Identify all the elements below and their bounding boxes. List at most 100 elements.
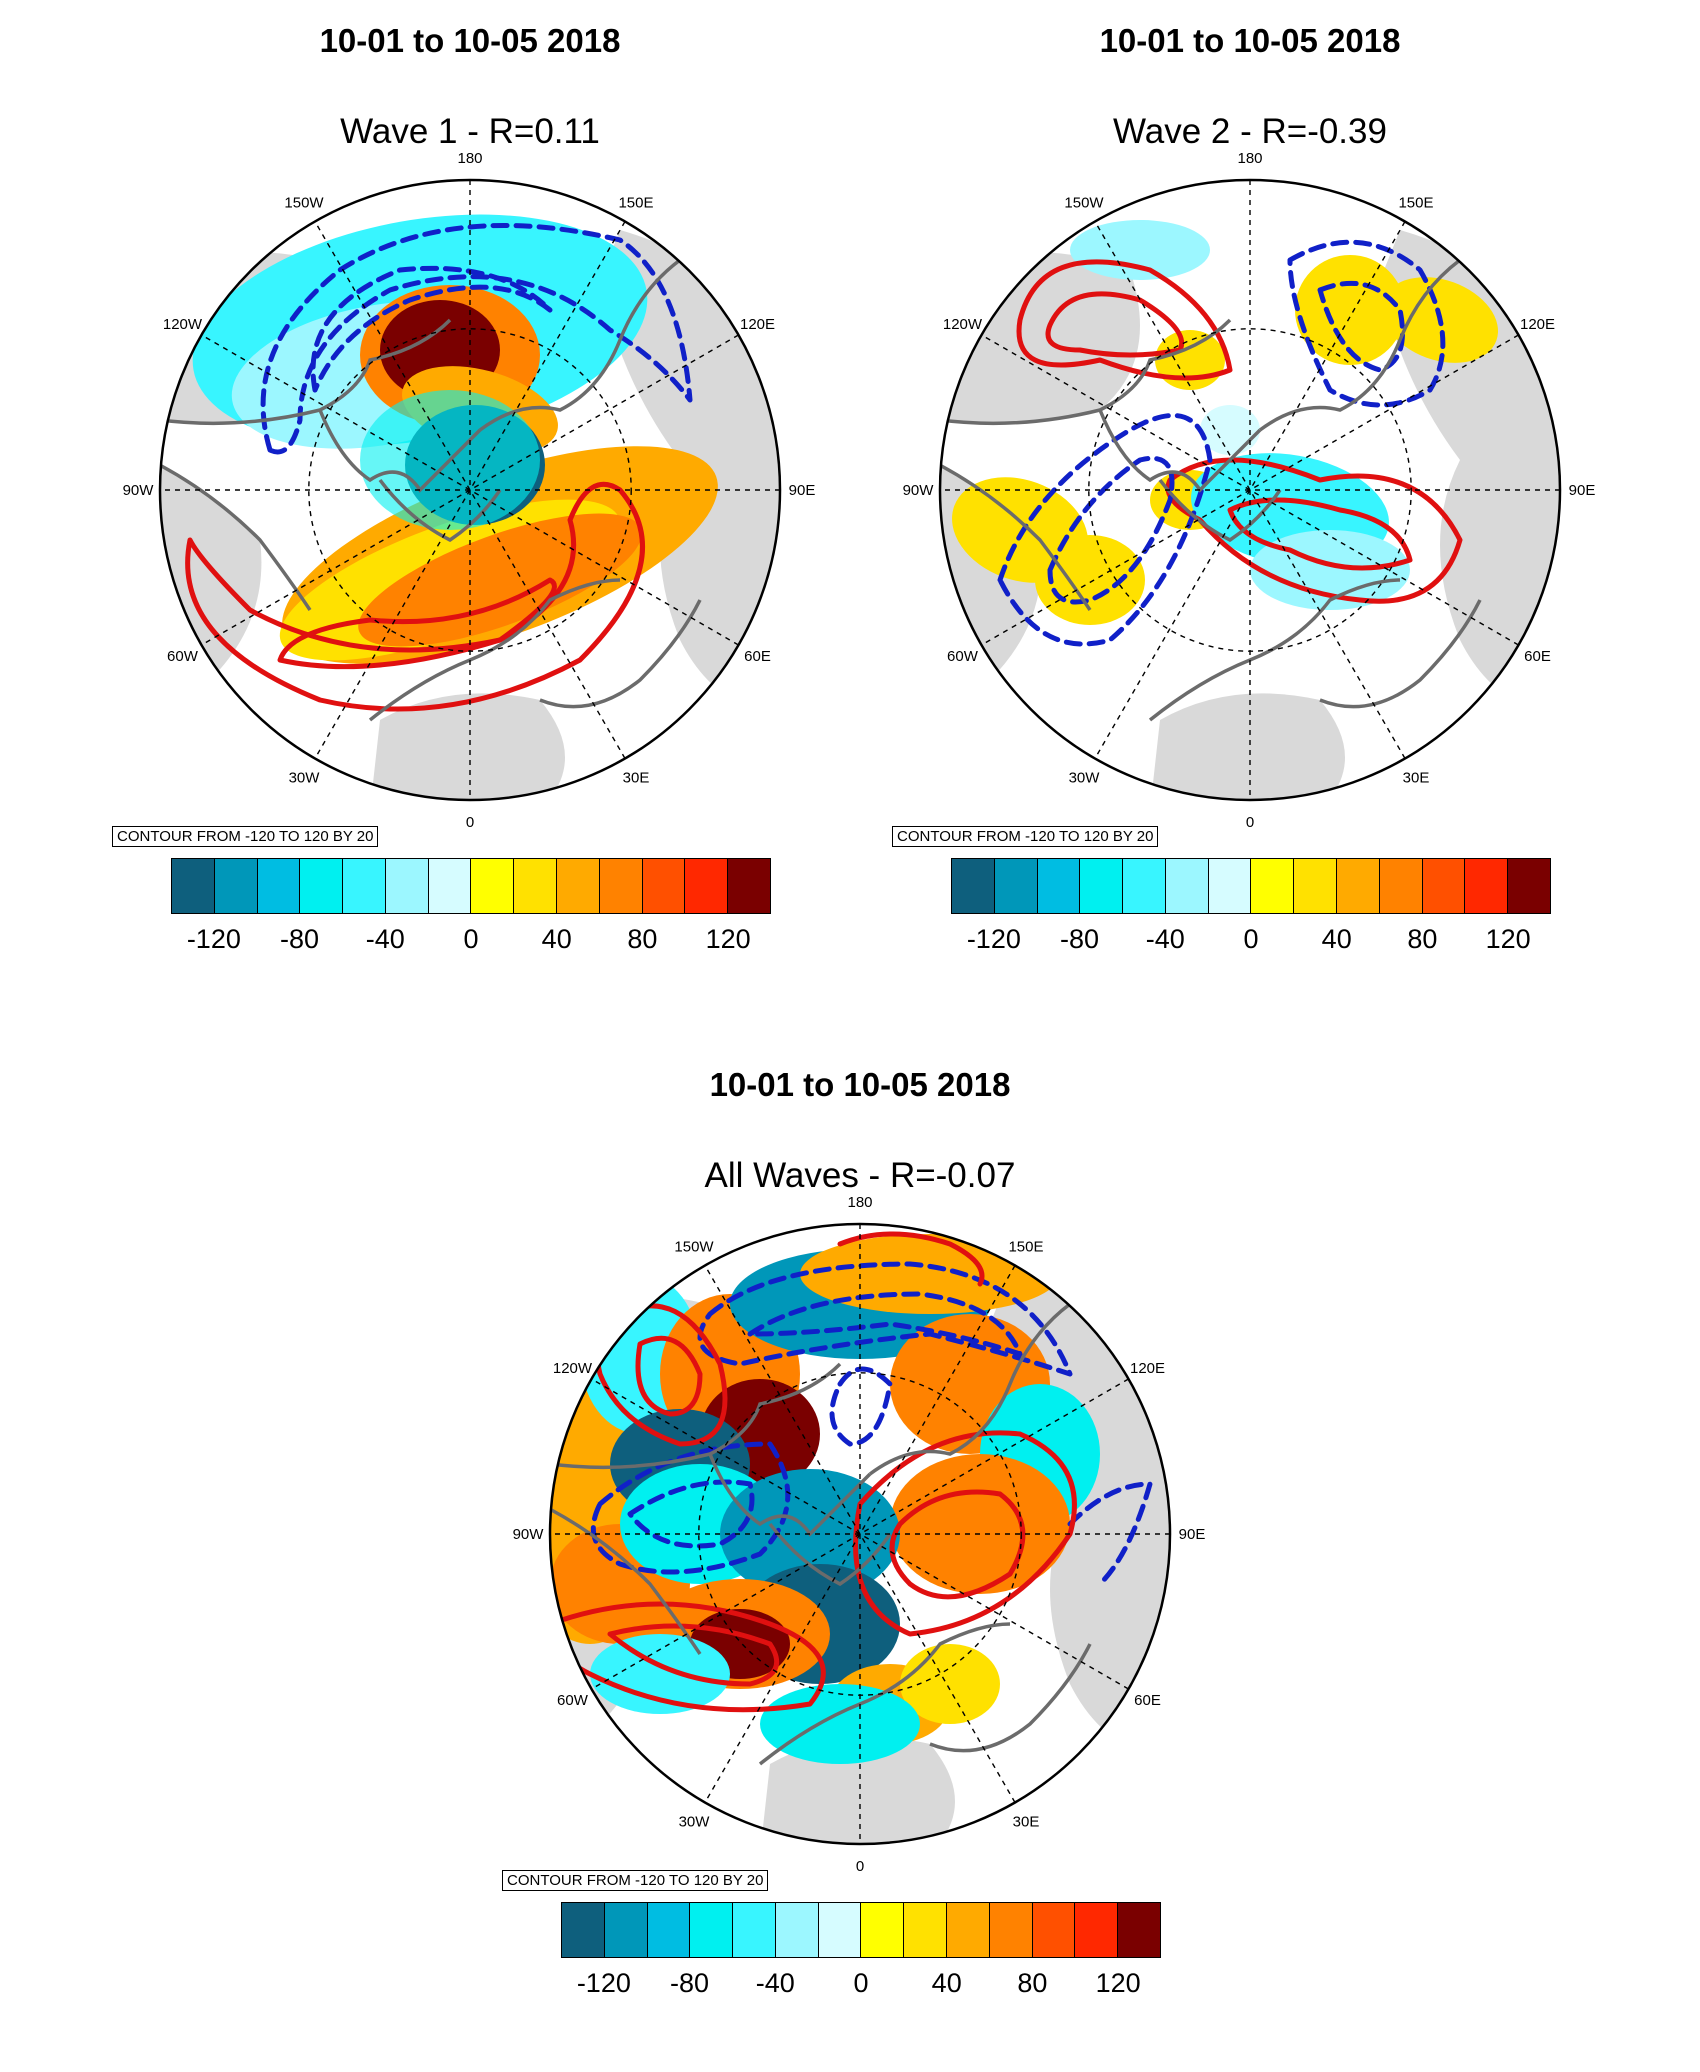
colorbar-cell [690, 1903, 734, 1957]
colorbar-cell [1032, 1903, 1076, 1957]
colorbar-cell [1508, 859, 1550, 913]
longitude-label: 30W [679, 1814, 711, 1831]
map-title: Wave 1 - R=0.11 [340, 112, 600, 151]
graticule [940, 180, 1560, 800]
date-title: 10-01 to 10-05 2018 [709, 1066, 1011, 1103]
contour-note: CONTOUR FROM -120 TO 120 BY 20 [892, 826, 1159, 847]
colorbar-cell [642, 859, 686, 913]
longitude-label: 120W [943, 316, 983, 333]
longitude-label: 90E [1179, 1526, 1206, 1543]
colorbar-cell [947, 1903, 990, 1957]
longitude-label: 120W [163, 316, 203, 333]
colorbar-tick-label: -120 [186, 924, 241, 954]
colorbar-tick-label: 120 [705, 924, 751, 954]
polar-map: 180 150E 120E 90E 60E 30E 0 30W 60W 90W 120W 150W [513, 1194, 1206, 1875]
longitude-label: 0 [1246, 814, 1254, 831]
negative-contour [697, 1261, 1073, 1377]
longitude-label: 30E [1403, 770, 1430, 787]
map-title: All Waves - R=-0.07 [704, 1156, 1016, 1195]
negative-contour [997, 413, 1213, 647]
longitude-label: 150E [1398, 194, 1433, 211]
longitude-label: 120E [1520, 316, 1555, 333]
longitude-label: 60E [1134, 1692, 1161, 1709]
colorbar-tick-label: 40 [931, 1968, 962, 1998]
colorbar-tick-label: -40 [1145, 924, 1185, 954]
coastlines [160, 258, 702, 722]
colorbar-labels: -120 -80 -40 0 40 80 120 [951, 924, 1551, 958]
colorbar-tick-label: 120 [1485, 924, 1531, 954]
longitude-label: 90E [1569, 482, 1596, 499]
longitude-label: 30E [1013, 1814, 1040, 1831]
colorbar-labels: -120 -80 -40 0 40 80 120 [171, 924, 771, 958]
colorbar-cell [1337, 859, 1380, 913]
colorbar-cell [1123, 859, 1166, 913]
positive-contour [1227, 497, 1413, 571]
colorbar-cell [818, 1903, 862, 1957]
colorbar-cell [952, 859, 995, 913]
colorbar-cell [1080, 859, 1124, 913]
longitude-label: 90W [903, 482, 935, 499]
colorbar-tick-label: -120 [576, 1968, 631, 1998]
colorbar-cell [733, 1903, 776, 1957]
colorbar-tick-label: 0 [853, 1968, 869, 1998]
colorbar-cell [385, 859, 429, 913]
map-boundary [938, 178, 1562, 802]
longitude-label: 60E [744, 648, 771, 665]
colorbar-cell [1208, 859, 1252, 913]
positive-contour [635, 1335, 703, 1417]
map-title: Wave 2 - R=-0.39 [1113, 112, 1387, 151]
colorbar-tick-label: 40 [541, 924, 572, 954]
colorbar-tick-label: 80 [1407, 924, 1438, 954]
positive-contour [550, 1601, 826, 1713]
polar-map: 180 150E 120E 90E 60E 30E 0 30W 60W 90W 120W 150W [903, 150, 1596, 831]
colorbar-tick-label: 80 [627, 924, 658, 954]
colorbar-tick-label: -80 [1060, 924, 1100, 954]
longitude-label: 30W [1069, 770, 1101, 787]
colorbar-cell [904, 1903, 948, 1957]
negative-contour [260, 223, 693, 455]
colorbar [951, 858, 1551, 914]
longitude-label: 150W [674, 1238, 714, 1255]
colorbar-cell [647, 1903, 691, 1957]
colorbar-cell [1251, 859, 1295, 913]
positive-contour [837, 1231, 985, 1287]
colorbar-tick-label: 80 [1017, 1968, 1048, 1998]
longitude-label: 150W [1064, 194, 1104, 211]
coastlines [550, 1302, 1092, 1766]
colorbar-cell [1118, 1903, 1160, 1957]
longitude-label: 120W [553, 1360, 593, 1377]
longitude-label: 60E [1524, 648, 1551, 665]
positive-contour [1016, 259, 1233, 381]
colorbar-cell [989, 1903, 1033, 1957]
colorbar-tick-label: -80 [670, 1968, 710, 1998]
colorbar-tick-label: 0 [1243, 924, 1259, 954]
colorbar-cell [471, 859, 515, 913]
colorbar-cell [172, 859, 215, 913]
longitude-label: 0 [466, 814, 474, 831]
colorbar-tick-label: -80 [280, 924, 320, 954]
colorbar-cell [861, 1903, 905, 1957]
longitude-label: 150W [284, 194, 324, 211]
longitude-label: 180 [847, 1194, 872, 1211]
longitude-label: 120E [740, 316, 775, 333]
colorbar-cell [685, 859, 729, 913]
negative-contour [1317, 280, 1405, 373]
colorbar-cell [557, 859, 600, 913]
colorbar-cell [562, 1903, 605, 1957]
longitude-label: 180 [457, 150, 482, 167]
longitude-label: 0 [856, 1858, 864, 1875]
colorbar-cell [514, 859, 558, 913]
colorbar [561, 1902, 1161, 1958]
positive-contour [889, 1489, 1026, 1600]
colorbar-tick-label: 120 [1095, 1968, 1141, 1998]
longitude-label: 90W [513, 1526, 545, 1543]
colorbar-cell [599, 859, 643, 913]
contour-note: CONTOUR FROM -120 TO 120 BY 20 [112, 826, 379, 847]
date-title: 10-01 to 10-05 2018 [319, 22, 621, 59]
colorbar-tick-label: -120 [966, 924, 1021, 954]
longitude-label: 30E [623, 770, 650, 787]
date-title: 10-01 to 10-05 2018 [1099, 22, 1401, 59]
graticule [550, 1224, 1170, 1844]
positive-contour [277, 577, 557, 670]
negative-contour [829, 1366, 893, 1447]
